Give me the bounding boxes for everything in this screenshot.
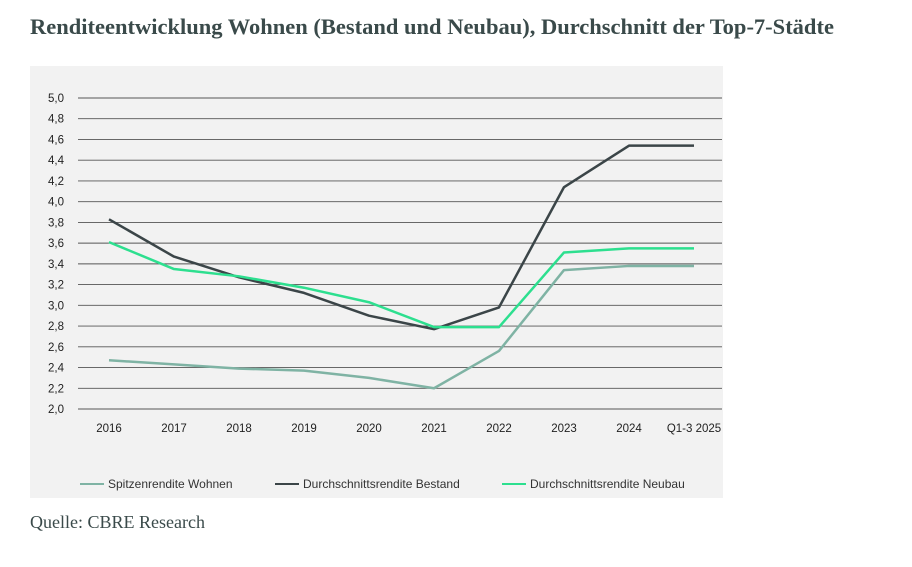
line-chart: 2,0 2,2 2,4 2,6 2,8 3,0 3,2 3,4 3,6 3,8 4,0 4,2 4,4 4… — [48, 93, 722, 435]
legend-swatch — [275, 482, 299, 486]
x-tick-label: 2016 — [96, 423, 122, 435]
legend-swatch — [80, 482, 104, 486]
y-tick-label: 4,0 — [48, 197, 64, 209]
y-tick-label: 3,0 — [48, 300, 64, 312]
y-tick-label: 2,0 — [48, 404, 64, 416]
legend-label: Spitzenrendite Wohnen — [108, 477, 233, 491]
y-tick-label: 4,6 — [48, 134, 64, 146]
x-tick-label: 2019 — [291, 423, 317, 435]
chart-title: Renditeentwicklung Wohnen (Bestand und N… — [30, 14, 834, 39]
legend-label: Durchschnittsrendite Neubau — [530, 477, 685, 491]
legend-item: Spitzenrendite Wohnen — [80, 477, 233, 491]
source-note: Quelle: CBRE Research — [30, 512, 205, 532]
x-tick-label: 2024 — [616, 423, 642, 435]
legend-item: Durchschnittsrendite Bestand — [275, 477, 460, 491]
x-tick-label: Q1-3 2025 — [667, 423, 721, 435]
series-line-3 — [108, 240, 694, 329]
y-tick-label: 2,4 — [48, 363, 65, 375]
x-tick-label: 2021 — [421, 423, 447, 435]
x-tick-label: 2023 — [551, 423, 577, 435]
y-tick-label: 3,4 — [48, 259, 65, 271]
y-tick-label: 3,8 — [48, 217, 64, 229]
y-tick-label: 4,4 — [48, 155, 65, 167]
y-tick-label: 3,6 — [48, 238, 64, 250]
y-tick-label: 4,8 — [48, 114, 64, 126]
y-tick-label: 3,2 — [48, 280, 64, 292]
x-tick-label: 2018 — [226, 423, 252, 435]
y-tick-label: 4,2 — [48, 176, 64, 188]
y-tick-label: 2,8 — [48, 321, 64, 333]
y-tick-label: 2,6 — [48, 342, 64, 354]
legend-item: Durchschnittsrendite Neubau — [502, 477, 685, 491]
legend-label: Durchschnittsrendite Bestand — [303, 477, 460, 491]
x-tick-label: 2020 — [356, 423, 382, 435]
x-tick-label: 2022 — [486, 423, 512, 435]
chart-legend: Spitzenrendite Wohnen Durchschnittsrendit… — [30, 477, 723, 493]
y-tick-label: 5,0 — [48, 93, 64, 105]
legend-swatch — [502, 482, 526, 486]
chart-panel: 2,0 2,2 2,4 2,6 2,8 3,0 3,2 3,4 3,6 3,8 4,0 4,2 4,4 4… — [30, 66, 723, 498]
x-tick-label: 2017 — [161, 423, 187, 435]
y-tick-label: 2,2 — [48, 383, 64, 395]
series-line-2 — [108, 144, 694, 331]
series-line-1 — [108, 264, 694, 390]
